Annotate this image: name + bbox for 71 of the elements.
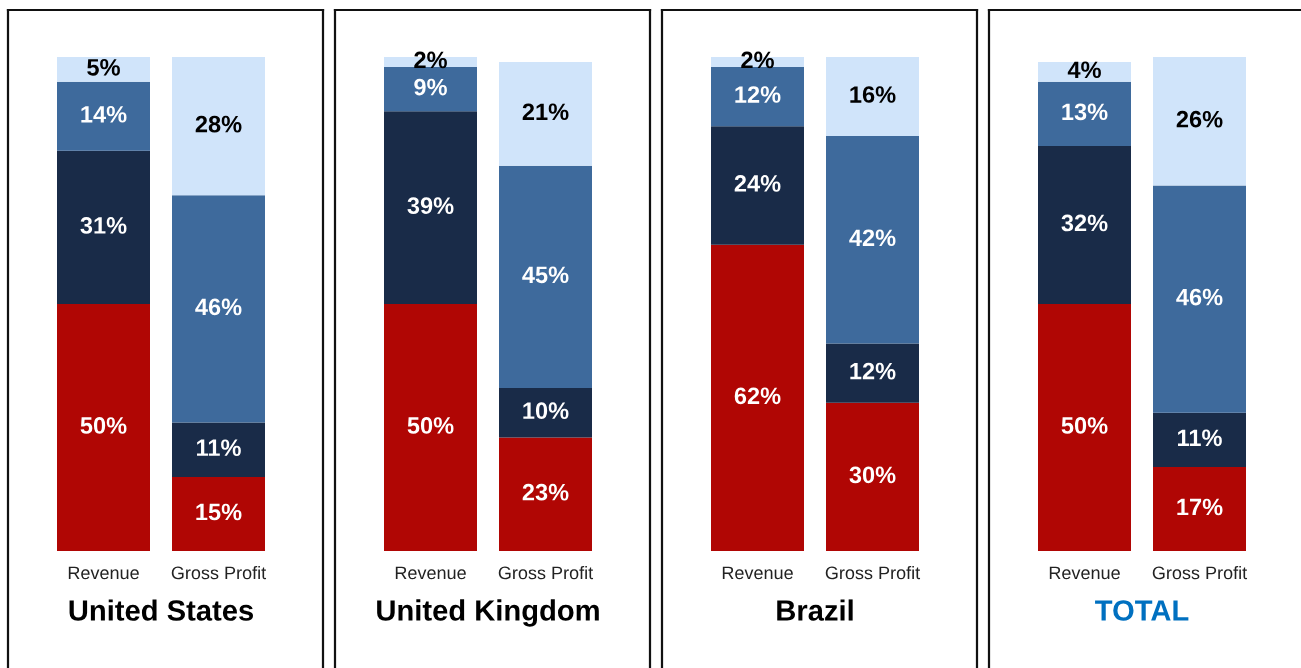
bar xyxy=(499,437,592,551)
data-label: 42% xyxy=(849,229,896,247)
x-tick-label: Revenue xyxy=(68,566,139,580)
data-label: 11% xyxy=(1178,429,1222,447)
data-label: 17% xyxy=(1177,498,1223,516)
data-label: 2% xyxy=(741,51,774,69)
bar xyxy=(1038,304,1131,551)
bar xyxy=(826,136,919,344)
bar xyxy=(711,126,804,245)
data-label: 11% xyxy=(197,439,241,457)
data-label: 16% xyxy=(850,86,896,103)
text: Brazil xyxy=(777,599,853,621)
text: United States xyxy=(69,599,253,621)
x-tick-label: Revenue xyxy=(1049,566,1120,580)
bar xyxy=(384,304,477,551)
bar xyxy=(57,150,150,304)
text: TOTAL xyxy=(1095,600,1189,621)
data-label: 50% xyxy=(407,417,454,434)
data-label: 30% xyxy=(849,466,896,484)
data-label: 5% xyxy=(87,59,120,76)
bar xyxy=(172,476,265,551)
bar xyxy=(826,343,919,403)
data-label: 50% xyxy=(1061,417,1108,434)
x-tick-label: Gross Profit xyxy=(1152,566,1248,580)
bar xyxy=(826,57,919,137)
data-label: 10% xyxy=(523,402,569,420)
x-tick-label: Gross Profit xyxy=(171,566,267,580)
data-label: 31% xyxy=(80,217,127,234)
x-tick-label: Revenue xyxy=(722,566,793,580)
bar xyxy=(57,57,150,82)
text: United Kingdom xyxy=(377,599,599,627)
bar xyxy=(172,422,265,477)
data-label: 39% xyxy=(407,197,454,215)
data-label: 21% xyxy=(522,103,569,121)
data-label: 62% xyxy=(734,387,781,405)
data-label: 12% xyxy=(735,86,781,103)
data-label: 50% xyxy=(80,417,127,434)
bar xyxy=(1153,57,1246,186)
x-tick-label: Gross Profit xyxy=(498,566,594,580)
x-tick-label: Revenue xyxy=(395,566,466,580)
data-label: 14% xyxy=(81,105,127,123)
data-label: 13% xyxy=(1062,103,1108,121)
data-label: 9% xyxy=(414,78,447,96)
bar xyxy=(1038,81,1131,146)
bar xyxy=(57,304,150,551)
bar xyxy=(172,195,265,423)
bar xyxy=(499,387,592,438)
data-label: 12% xyxy=(850,362,896,380)
data-label: 46% xyxy=(1176,288,1223,306)
data-label: 45% xyxy=(522,266,569,284)
bar xyxy=(826,402,919,551)
x-tick-label: Gross Profit xyxy=(825,566,921,580)
bar xyxy=(499,165,592,388)
bar xyxy=(172,57,265,196)
bar xyxy=(57,81,150,151)
data-label: 32% xyxy=(1061,214,1108,232)
data-label: 28% xyxy=(195,115,242,133)
data-label: 26% xyxy=(1176,110,1223,128)
data-label: 2% xyxy=(414,51,447,69)
bar xyxy=(1153,467,1246,551)
data-label: 23% xyxy=(522,483,569,501)
data-label: 4% xyxy=(1067,61,1101,79)
data-label: 24% xyxy=(734,175,781,192)
data-label: 46% xyxy=(195,298,242,316)
bar xyxy=(499,61,592,166)
bar xyxy=(711,244,804,551)
bar xyxy=(1153,185,1246,413)
bar xyxy=(1153,412,1246,468)
bar xyxy=(1038,145,1131,304)
bar xyxy=(384,111,477,304)
data-label: 15% xyxy=(196,503,242,521)
